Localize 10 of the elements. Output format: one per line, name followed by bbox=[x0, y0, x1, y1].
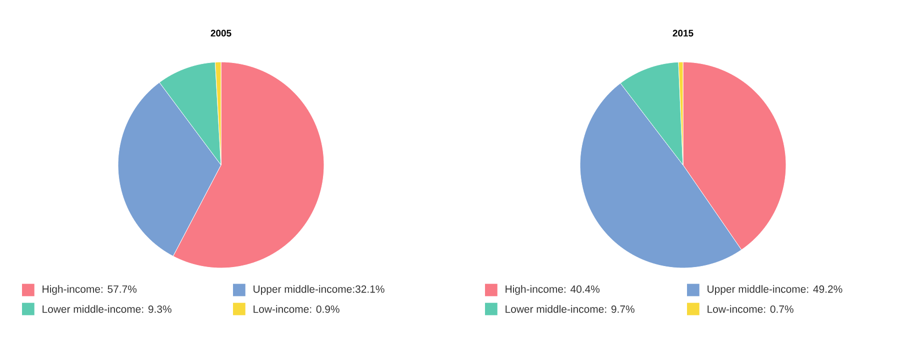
legend-label: High-income: 57.7% bbox=[42, 285, 137, 295]
legend-label: Low-income: 0.7% bbox=[708, 305, 794, 313]
chart-title: 2015 bbox=[672, 30, 694, 37]
legend-label: High-income: 40.4% bbox=[506, 285, 600, 295]
legend-label: Lower middle-income: 9.7% bbox=[506, 305, 634, 313]
legend-label: Upper middle-income: 49.2% bbox=[708, 285, 842, 295]
legend-label: Upper middle-income:32.1% bbox=[254, 285, 384, 295]
legend-label: Lower middle-income: 9.3% bbox=[42, 305, 172, 313]
chart-title: 2005 bbox=[210, 30, 232, 37]
legend-label: Low-income: 0.9% bbox=[254, 305, 340, 313]
